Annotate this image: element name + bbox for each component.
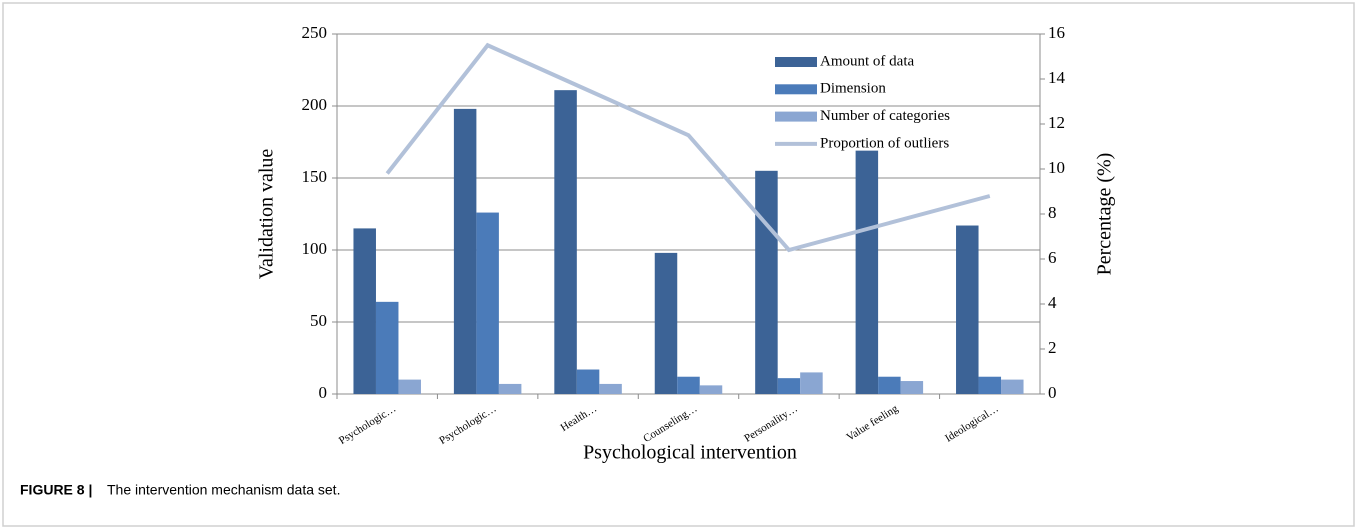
y2-axis-label: Percentage (%)	[1094, 153, 1116, 276]
legend-swatch	[775, 111, 817, 122]
y2-tick-label: 0	[1048, 383, 1057, 402]
bar	[800, 372, 823, 394]
y-tick-label: 100	[302, 239, 328, 258]
bar	[453, 108, 477, 394]
bar	[353, 228, 376, 394]
bar	[978, 376, 1002, 394]
x-tick-label: Ideological…	[943, 403, 1001, 445]
bar	[398, 379, 421, 394]
caption-label: FIGURE 8 |	[20, 482, 92, 498]
bar	[554, 90, 577, 394]
y2-tick-label: 16	[1048, 23, 1065, 42]
bar	[498, 383, 522, 394]
y2-tick-label: 6	[1048, 248, 1057, 267]
bar	[576, 369, 600, 394]
y-tick-label: 150	[302, 167, 328, 186]
bar	[956, 225, 979, 394]
bar	[476, 212, 499, 394]
y2-tick-label: 14	[1048, 68, 1066, 87]
bar	[599, 383, 622, 394]
y2-tick-label: 12	[1048, 113, 1065, 132]
x-tick-label: Psychologic…	[437, 403, 498, 448]
bar	[900, 381, 924, 394]
bar	[878, 376, 901, 394]
bar	[755, 170, 778, 394]
legend-swatch	[775, 84, 817, 95]
x-tick-label: Value feeling	[844, 402, 900, 443]
y-tick-label: 200	[302, 95, 328, 114]
y2-tick-label: 8	[1048, 203, 1057, 222]
y2-tick-label: 4	[1048, 293, 1057, 312]
x-tick-label: Psychologic…	[337, 403, 398, 448]
line	[385, 42, 991, 253]
bar	[855, 150, 879, 394]
bar	[699, 385, 723, 394]
legend-swatch	[775, 57, 817, 67]
bar	[1001, 379, 1024, 394]
legend-label: Dimension	[820, 81, 886, 97]
caption: The intervention mechanism data set.	[107, 482, 340, 498]
y2-tick-label: 2	[1048, 338, 1057, 357]
x-axis-label: Psychological intervention	[583, 442, 797, 464]
legend-label: Amount of data	[820, 53, 914, 69]
y-tick-label: 0	[319, 383, 328, 402]
y-tick-label: 250	[302, 23, 328, 42]
bar	[375, 301, 399, 394]
x-tick-label: Health…	[558, 403, 599, 435]
legend-label: Proportion of outliers	[820, 135, 949, 151]
legend-label: Number of categories	[820, 108, 950, 124]
bar	[777, 378, 801, 394]
x-tick-label: Counseling…	[641, 403, 699, 446]
y-axis-label: Validation value	[256, 149, 278, 280]
bar	[654, 252, 678, 394]
y2-tick-label: 10	[1048, 158, 1065, 177]
x-tick-label: Personality…	[742, 403, 800, 445]
y-tick-label: 50	[310, 311, 327, 330]
bar	[677, 376, 700, 394]
